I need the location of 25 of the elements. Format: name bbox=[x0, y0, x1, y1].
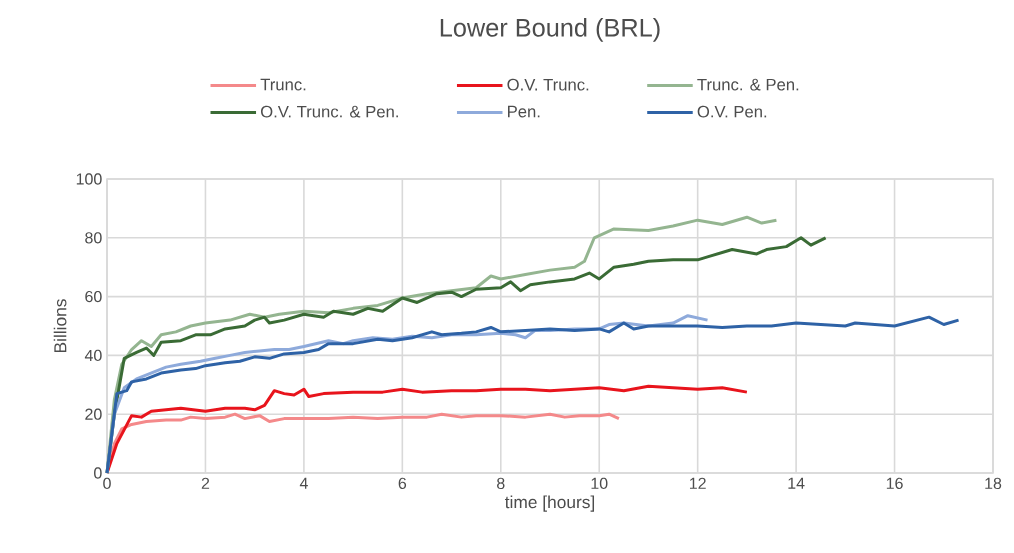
y-tick-label: 20 bbox=[85, 408, 102, 420]
legend-label: Trunc. & Pen. bbox=[697, 78, 799, 91]
x-tick-label: 8 bbox=[497, 477, 505, 490]
x-tick-label: 18 bbox=[985, 477, 1002, 490]
x-tick-label: 14 bbox=[788, 477, 805, 489]
x-tick-label: 2 bbox=[201, 477, 210, 489]
legend-label: O.V. Trunc. & Pen. bbox=[261, 105, 398, 118]
legend-label: O.V. Trunc. bbox=[507, 78, 589, 91]
legend-label: Trunc. bbox=[260, 78, 306, 91]
x-tick-label: 12 bbox=[689, 477, 706, 489]
x-tick-label: 10 bbox=[591, 477, 608, 490]
legend-label: O.V. Pen. bbox=[697, 105, 767, 118]
y-tick-label: 60 bbox=[85, 290, 102, 303]
chart-title: Lower Bound (BRL) bbox=[440, 18, 660, 42]
x-axis-title: time [hours] bbox=[505, 495, 595, 512]
y-tick-label: 80 bbox=[85, 232, 102, 244]
x-tick-label: 6 bbox=[398, 477, 407, 490]
x-tick-label: 0 bbox=[103, 477, 111, 490]
legend-label: Pen. bbox=[508, 105, 540, 118]
y-tick-label: 100 bbox=[76, 173, 102, 185]
x-tick-label: 4 bbox=[299, 477, 308, 489]
y-axis-title: Billions bbox=[53, 299, 67, 353]
x-tick-label: 16 bbox=[886, 477, 903, 490]
y-tick-label: 0 bbox=[94, 467, 102, 479]
y-tick-label: 40 bbox=[84, 349, 102, 362]
